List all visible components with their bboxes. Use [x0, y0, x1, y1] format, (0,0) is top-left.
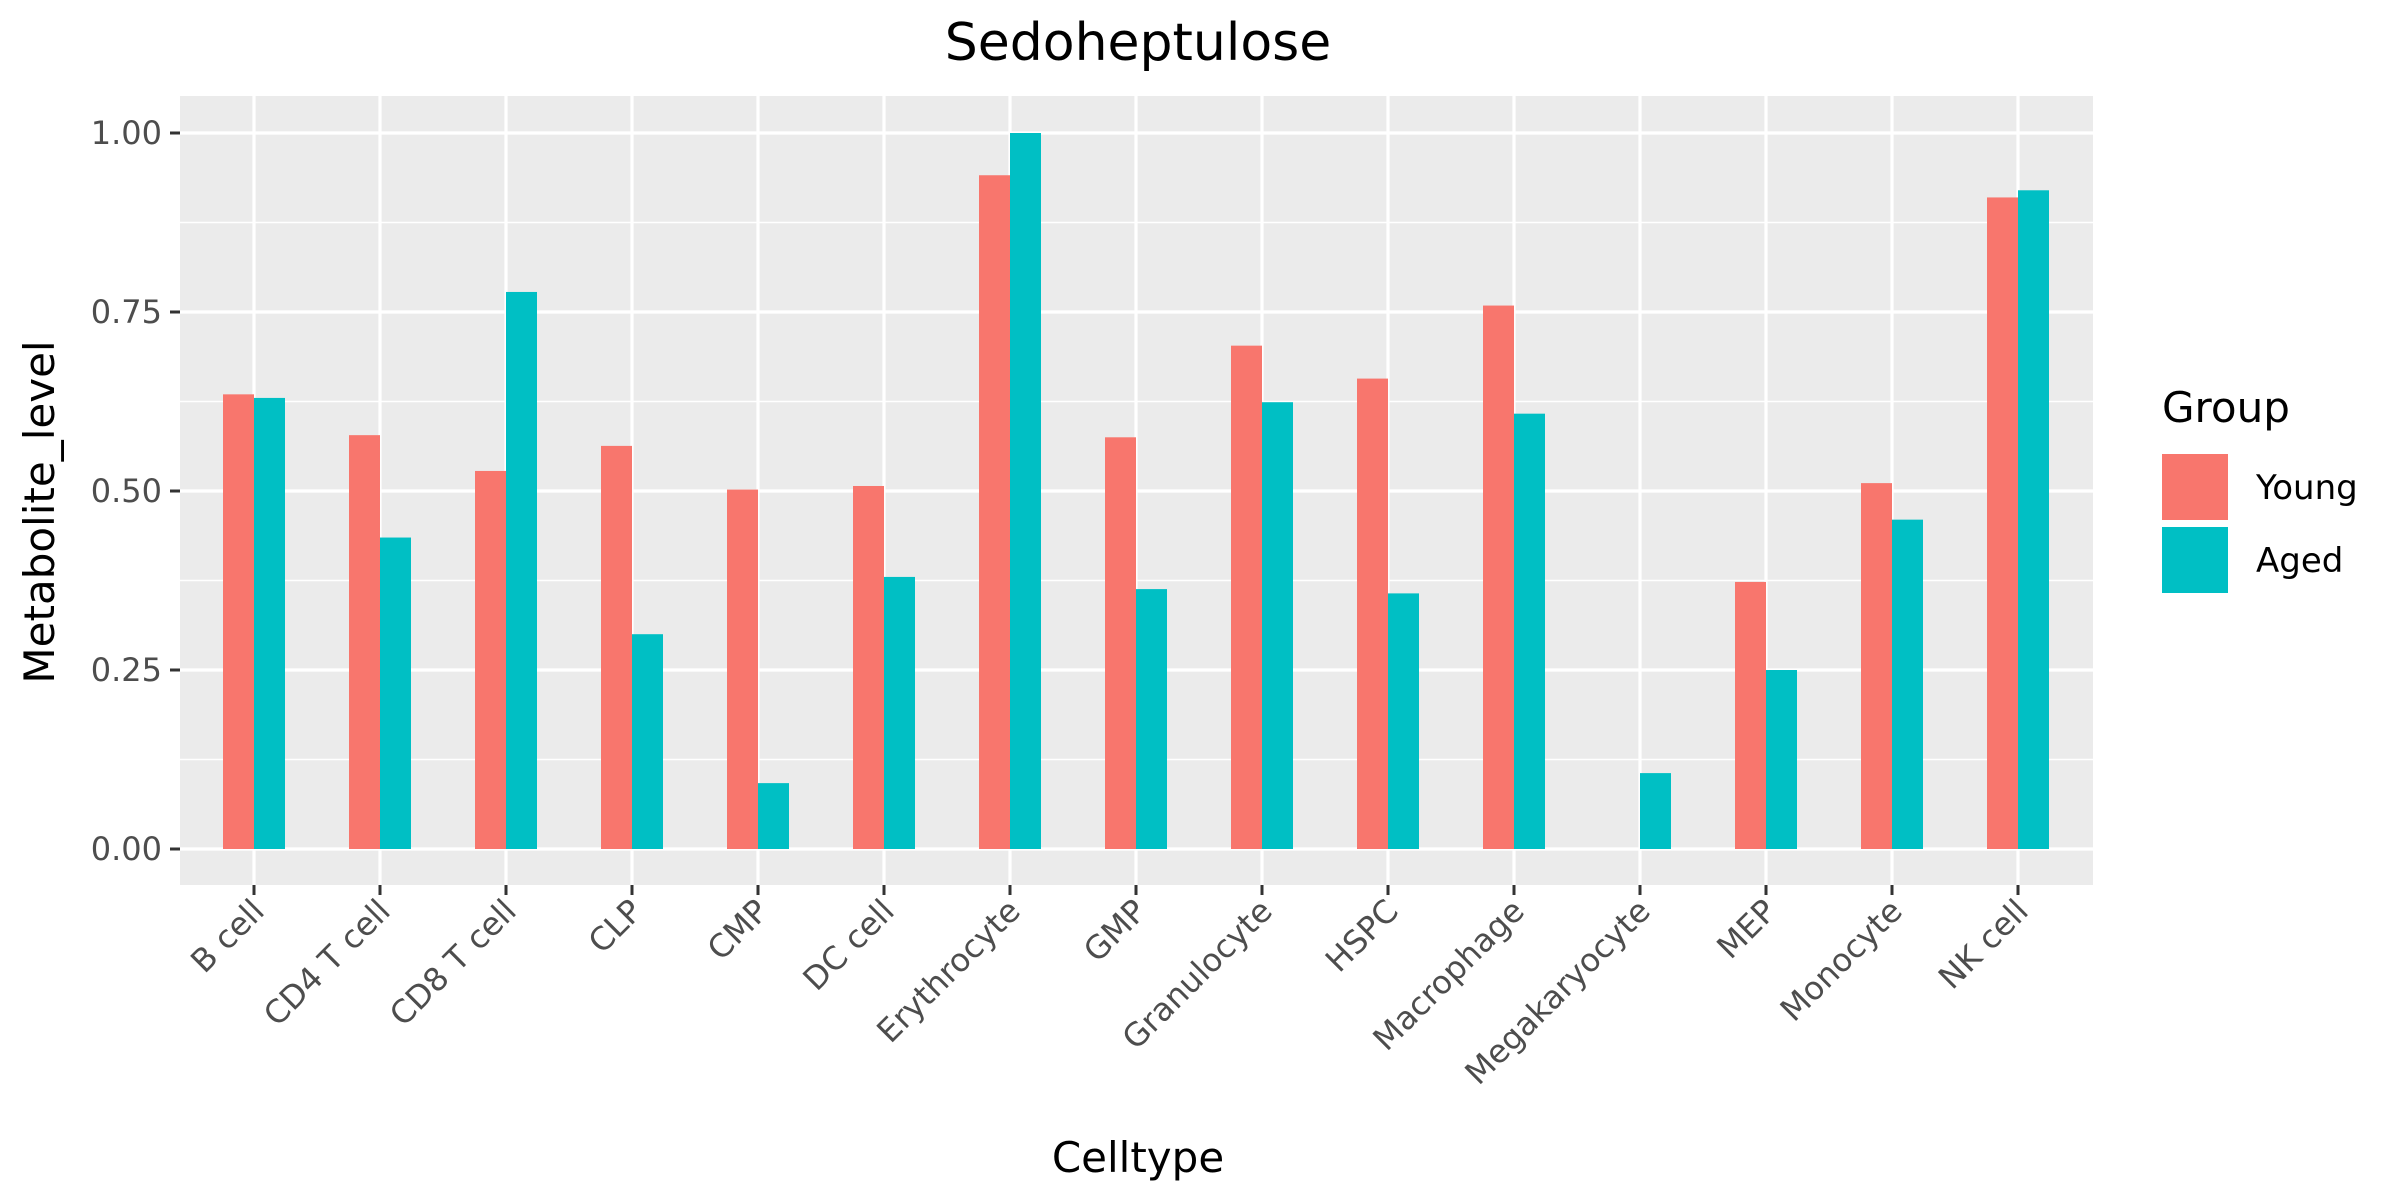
- bar-young-monocyte: [1861, 483, 1892, 849]
- bar-young-cd8-t-cell: [475, 470, 506, 849]
- bar-young-granulocyte: [1231, 345, 1262, 849]
- legend-key-young: [2162, 454, 2228, 520]
- bar-aged-dc-cell: [884, 576, 915, 849]
- bar-young-gmp: [1105, 437, 1136, 849]
- bar-young-mep: [1735, 581, 1766, 849]
- bar-aged-clp: [632, 634, 663, 849]
- bar-aged-macrophage: [1514, 413, 1545, 849]
- legend-key-aged: [2162, 527, 2228, 593]
- legend: Group Young Aged: [2162, 383, 2358, 593]
- bar-young-cmp: [727, 489, 758, 849]
- y-tick-label: 0.50: [91, 472, 162, 510]
- legend-label-young: Young: [2255, 468, 2358, 508]
- bar-aged-cd4-t-cell: [380, 537, 411, 849]
- bar-aged-cmp: [758, 783, 789, 849]
- bar-young-nk-cell: [1987, 197, 2018, 849]
- bar-young-clp: [601, 445, 632, 849]
- bar-young-erythrocyte: [979, 175, 1010, 849]
- y-tick-label: 1.00: [91, 114, 162, 152]
- bar-young-cd4-t-cell: [349, 435, 380, 849]
- legend-label-aged: Aged: [2256, 541, 2343, 581]
- chart-title: Sedoheptulose: [945, 13, 1331, 73]
- y-tick-label: 0.00: [91, 830, 162, 868]
- y-axis-title: Metabolite_level: [15, 340, 64, 683]
- bar-aged-b-cell: [254, 397, 285, 849]
- x-axis-title: Celltype: [1052, 1133, 1224, 1182]
- bar-young-hspc: [1357, 378, 1388, 849]
- bar-aged-erythrocyte: [1010, 133, 1041, 849]
- bar-aged-gmp: [1136, 589, 1167, 849]
- bar-young-dc-cell: [853, 485, 884, 849]
- bar-young-macrophage: [1483, 305, 1514, 849]
- y-tick-label: 0.75: [91, 293, 162, 331]
- bar-aged-megakaryocyte: [1640, 773, 1671, 849]
- bar-aged-nk-cell: [2018, 190, 2049, 849]
- bar-aged-cd8-t-cell: [506, 291, 537, 849]
- bar-aged-mep: [1766, 670, 1797, 849]
- bar-young-b-cell: [223, 394, 254, 849]
- bar-aged-granulocyte: [1262, 402, 1293, 849]
- bar-aged-monocyte: [1892, 519, 1923, 849]
- bar-aged-hspc: [1388, 593, 1419, 849]
- legend-title: Group: [2162, 383, 2290, 432]
- y-tick-label: 0.25: [91, 651, 162, 689]
